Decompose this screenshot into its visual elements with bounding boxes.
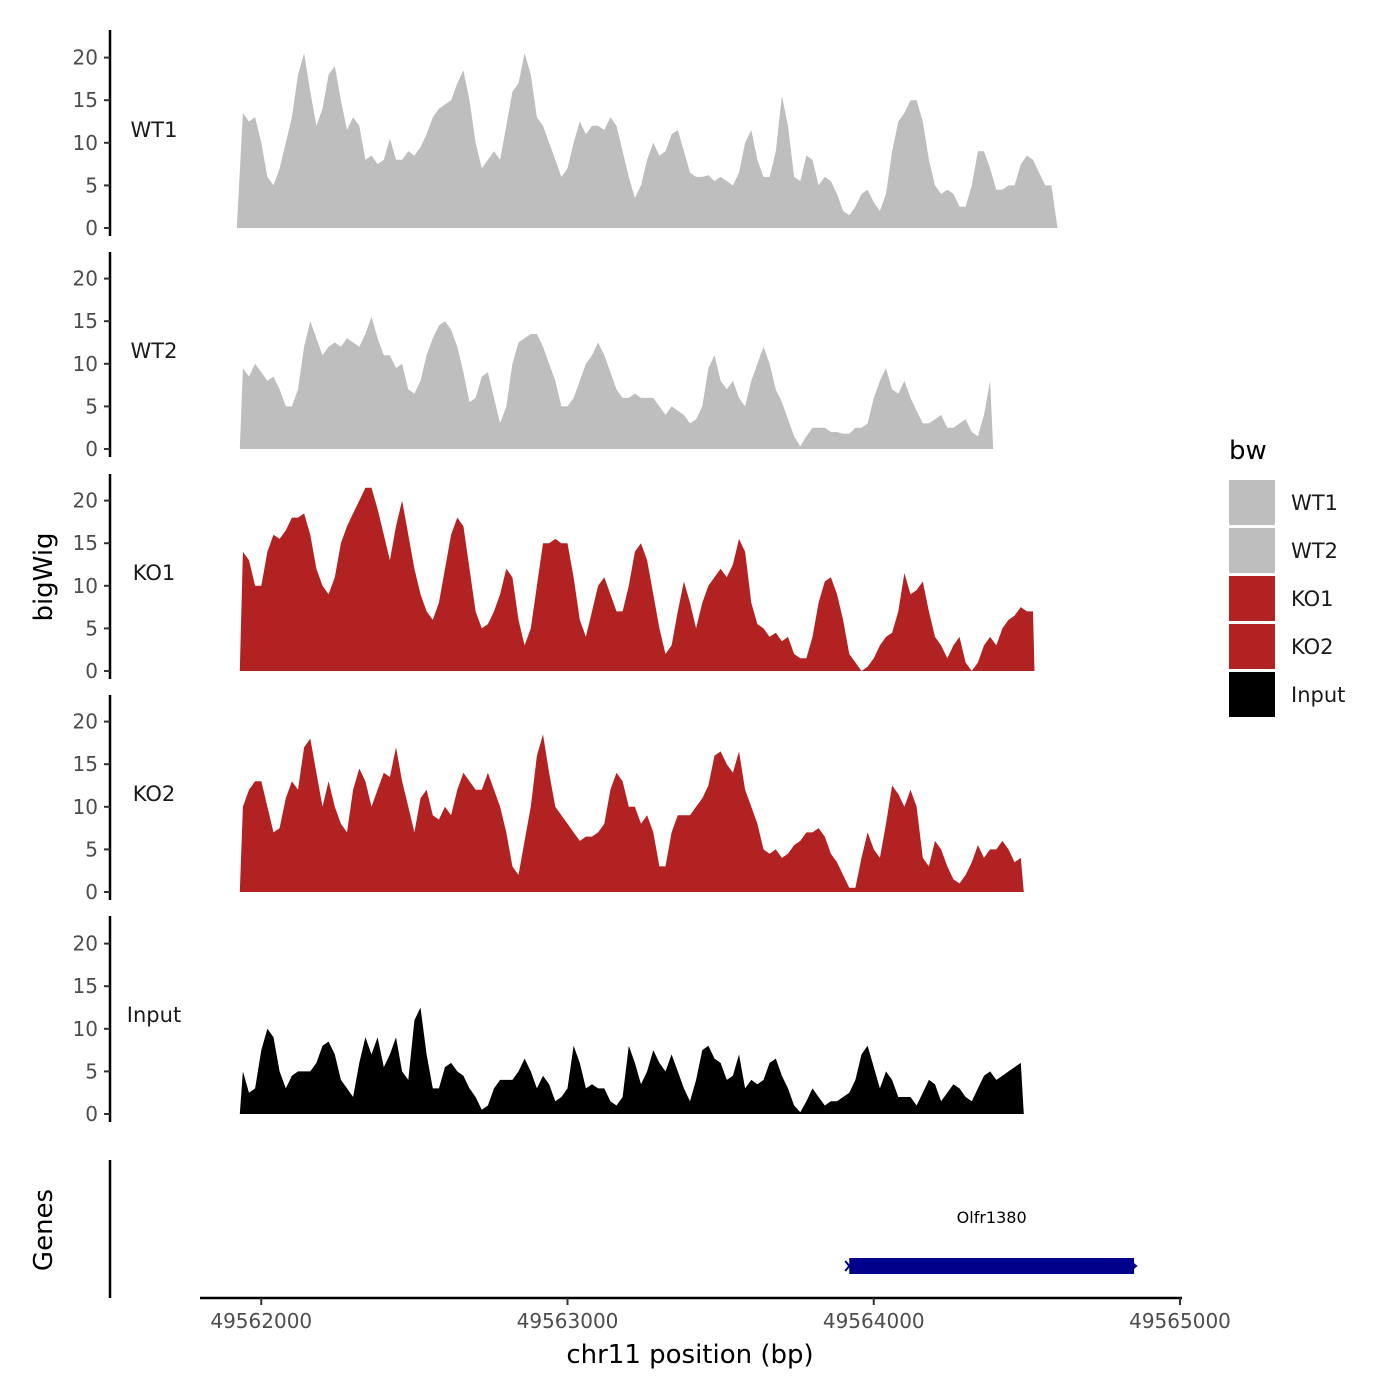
y-tick-label: 0 (85, 437, 98, 461)
legend-label: WT2 (1291, 539, 1338, 563)
legend-swatch (1229, 528, 1275, 573)
track-ko2: 0 5 10 15 20 KO2 (73, 695, 1024, 904)
legend-entry-ko2: KO2 (1229, 624, 1334, 669)
track-label-wt2: WT2 (131, 339, 178, 363)
legend-title: bw (1229, 436, 1267, 466)
area-series-wt1 (236, 53, 1058, 228)
signal-tracks: 0 5 10 15 20 WT1 0 5 10 15 20 WT2 0 5 10 15 20 KO1 0 5 10 15 2… (73, 30, 1058, 1126)
y-tick-label: 5 (85, 837, 98, 861)
x-tick-label: 49563000 (517, 1309, 619, 1333)
y-tick-label: 5 (85, 394, 98, 418)
y-tick-label: 15 (73, 974, 98, 998)
y-tick-label: 5 (85, 1059, 98, 1083)
legend-swatch (1229, 624, 1275, 669)
legend-swatch (1229, 672, 1275, 717)
track-label-ko2: KO2 (133, 782, 176, 806)
y-axis-title: bigWig (29, 532, 59, 621)
track-input: 0 5 10 15 20 Input (73, 916, 1024, 1126)
y-tick-label: 10 (73, 352, 98, 376)
x-tick-label: 49564000 (823, 1309, 925, 1333)
track-wt1: 0 5 10 15 20 WT1 (73, 30, 1058, 240)
legend-label: KO1 (1291, 587, 1334, 611)
y-tick-label: 15 (73, 531, 98, 555)
track-label-wt1: WT1 (131, 118, 178, 142)
x-tick-label: 49562000 (210, 1309, 312, 1333)
y-tick-label: 20 (73, 46, 98, 70)
gene-start-marker (844, 1260, 855, 1272)
genes-axis-title: Genes (29, 1189, 59, 1271)
y-tick-label: 20 (73, 267, 98, 291)
legend-entry-input: Input (1229, 672, 1345, 717)
gene-end-marker (1130, 1261, 1138, 1271)
y-tick-label: 10 (73, 1017, 98, 1041)
legend-label: WT1 (1291, 491, 1338, 515)
y-tick-label: 15 (73, 88, 98, 112)
legend-label: Input (1291, 683, 1345, 707)
legend-entry-ko1: KO1 (1229, 576, 1334, 621)
y-tick-label: 15 (73, 309, 98, 333)
area-series-ko1 (239, 487, 1035, 671)
legend-swatch (1229, 576, 1275, 621)
legend-label: KO2 (1291, 635, 1334, 659)
x-tick-label: 49565000 (1129, 1309, 1231, 1333)
y-tick-label: 10 (73, 795, 98, 819)
y-tick-label: 15 (73, 752, 98, 776)
area-series-ko2 (239, 734, 1024, 892)
gene-label: Olfr1380 (957, 1208, 1027, 1227)
y-tick-label: 20 (73, 932, 98, 956)
gene-body (849, 1258, 1135, 1274)
y-tick-label: 10 (73, 131, 98, 155)
y-tick-label: 5 (85, 173, 98, 197)
x-axis-title: chr11 position (bp) (566, 1340, 813, 1370)
track-ko1: 0 5 10 15 20 KO1 (73, 474, 1035, 683)
track-wt2: 0 5 10 15 20 WT2 (73, 252, 994, 461)
y-tick-label: 0 (85, 880, 98, 904)
legend: bw WT1 WT2 KO1 KO2 Input (1229, 436, 1345, 717)
y-tick-label: 0 (85, 1102, 98, 1126)
y-tick-label: 0 (85, 216, 98, 240)
y-tick-label: 0 (85, 659, 98, 683)
track-label-input: Input (127, 1003, 181, 1027)
area-series-wt2 (239, 316, 994, 449)
legend-entry-wt2: WT2 (1229, 528, 1338, 573)
gene-olfr1380: Olfr1380 (844, 1208, 1138, 1274)
legend-swatch (1229, 480, 1275, 525)
area-series-input (239, 1007, 1024, 1114)
x-axis: 49562000 49563000 49564000 49565000 (200, 1296, 1231, 1333)
y-tick-label: 20 (73, 489, 98, 513)
y-tick-label: 20 (73, 710, 98, 734)
track-label-ko1: KO1 (133, 561, 176, 585)
legend-entry-wt1: WT1 (1229, 480, 1338, 525)
gene-track: Olfr1380 (108, 1160, 1138, 1298)
y-tick-label: 10 (73, 574, 98, 598)
y-tick-label: 5 (85, 616, 98, 640)
